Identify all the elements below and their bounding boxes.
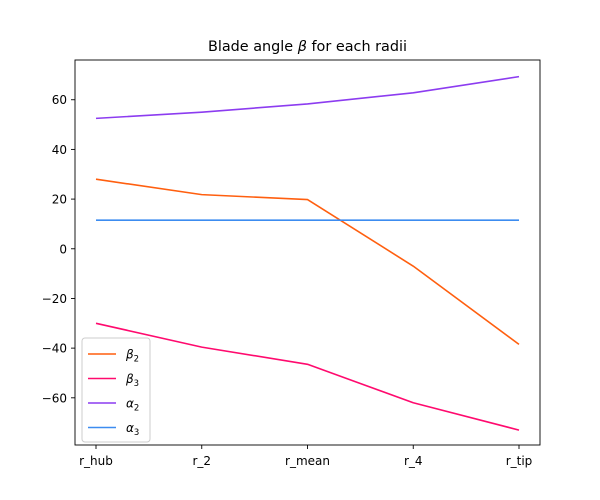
y-tick-label: −40 <box>42 342 67 356</box>
legend-label-β3: β3 <box>125 372 139 389</box>
plot-area: r_hub r_2 r_mean r_4 r_tip 60 40 20 0 −20 −40 −60 <box>42 59 541 468</box>
legend-label-β2: β2 <box>125 348 139 365</box>
y-tick-label: −20 <box>42 292 67 306</box>
series-line-β2 <box>95 178 520 346</box>
legend-label-α2: α2 <box>126 397 139 414</box>
y-tick-label: 60 <box>52 93 67 107</box>
x-tick-label: r_hub <box>79 454 113 468</box>
title-suffix: for each radii <box>307 39 407 55</box>
x-tick-label: r_tip <box>506 454 533 468</box>
y-tick-label: 40 <box>52 143 67 157</box>
series-line-β3 <box>95 322 520 431</box>
x-tick-label: r_4 <box>404 454 423 468</box>
title-symbol: β <box>297 39 307 55</box>
title-prefix: Blade angle <box>208 39 298 55</box>
x-tick-label: r_2 <box>192 454 211 468</box>
y-tick-label: 20 <box>52 193 67 207</box>
legend: β2 β3 α2 α3 <box>81 337 151 443</box>
legend-label-α3: α3 <box>126 421 139 438</box>
chart-title: Blade angle β for each radii <box>208 39 407 55</box>
y-tick-label: −60 <box>42 391 67 405</box>
series-line-α2 <box>95 75 520 120</box>
x-tick-label: r_mean <box>285 454 330 468</box>
legend-box <box>81 337 151 443</box>
y-tick-label: 0 <box>59 242 67 256</box>
